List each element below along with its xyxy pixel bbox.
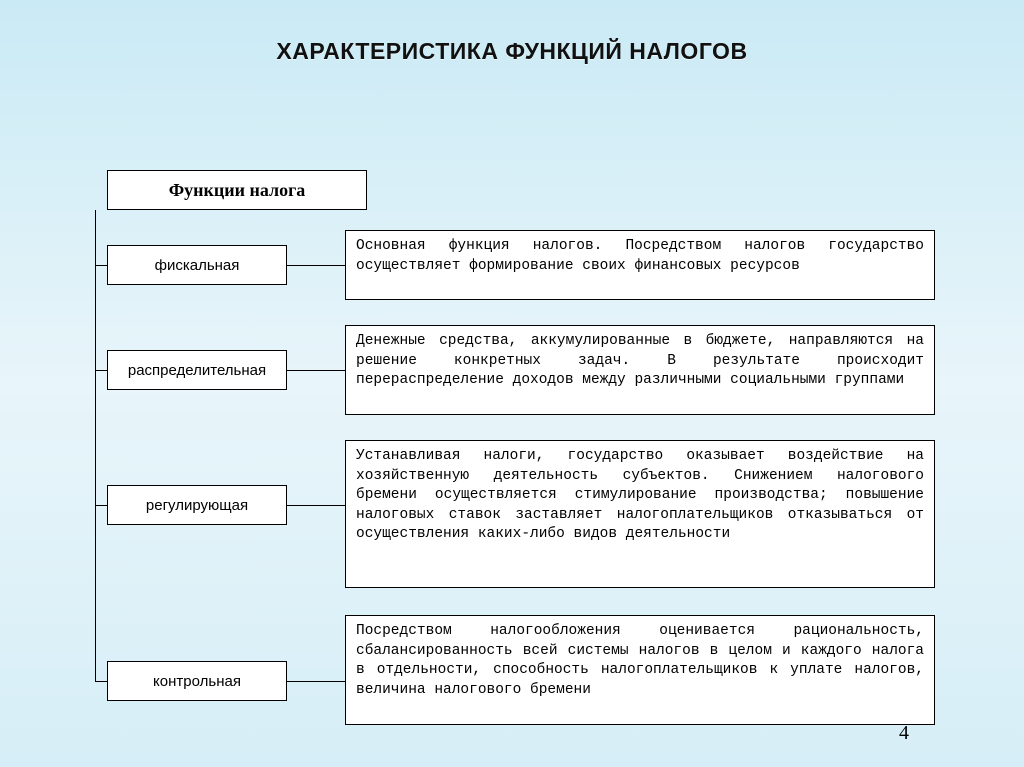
connector-line bbox=[95, 210, 96, 681]
function-name-box: фискальная bbox=[107, 245, 287, 285]
page-title: ХАРАКТЕРИСТИКА ФУНКЦИЙ НАЛОГОВ bbox=[0, 0, 1024, 75]
root-box: Функции налога bbox=[107, 170, 367, 210]
connector-line bbox=[287, 370, 345, 371]
function-name-box: контрольная bbox=[107, 661, 287, 701]
connector-line bbox=[95, 370, 107, 371]
connector-line bbox=[95, 505, 107, 506]
page-number: 4 bbox=[899, 722, 909, 745]
function-name-box: регулирующая bbox=[107, 485, 287, 525]
function-desc-box: Устанавливая налоги, государство оказыва… bbox=[345, 440, 935, 588]
connector-line bbox=[287, 265, 345, 266]
tax-functions-diagram: Функции налога фискальная Основная функция… bbox=[0, 75, 1024, 755]
function-desc-box: Денежные средства, аккумулированные в бю… bbox=[345, 325, 935, 415]
connector-line bbox=[95, 265, 107, 266]
function-desc-box: Основная функция налогов. Посредством на… bbox=[345, 230, 935, 300]
function-desc-box: Посредством налогообложения оценивается … bbox=[345, 615, 935, 725]
connector-line bbox=[287, 505, 345, 506]
connector-line bbox=[95, 681, 107, 682]
connector-line bbox=[287, 681, 345, 682]
function-name-box: распределительная bbox=[107, 350, 287, 390]
